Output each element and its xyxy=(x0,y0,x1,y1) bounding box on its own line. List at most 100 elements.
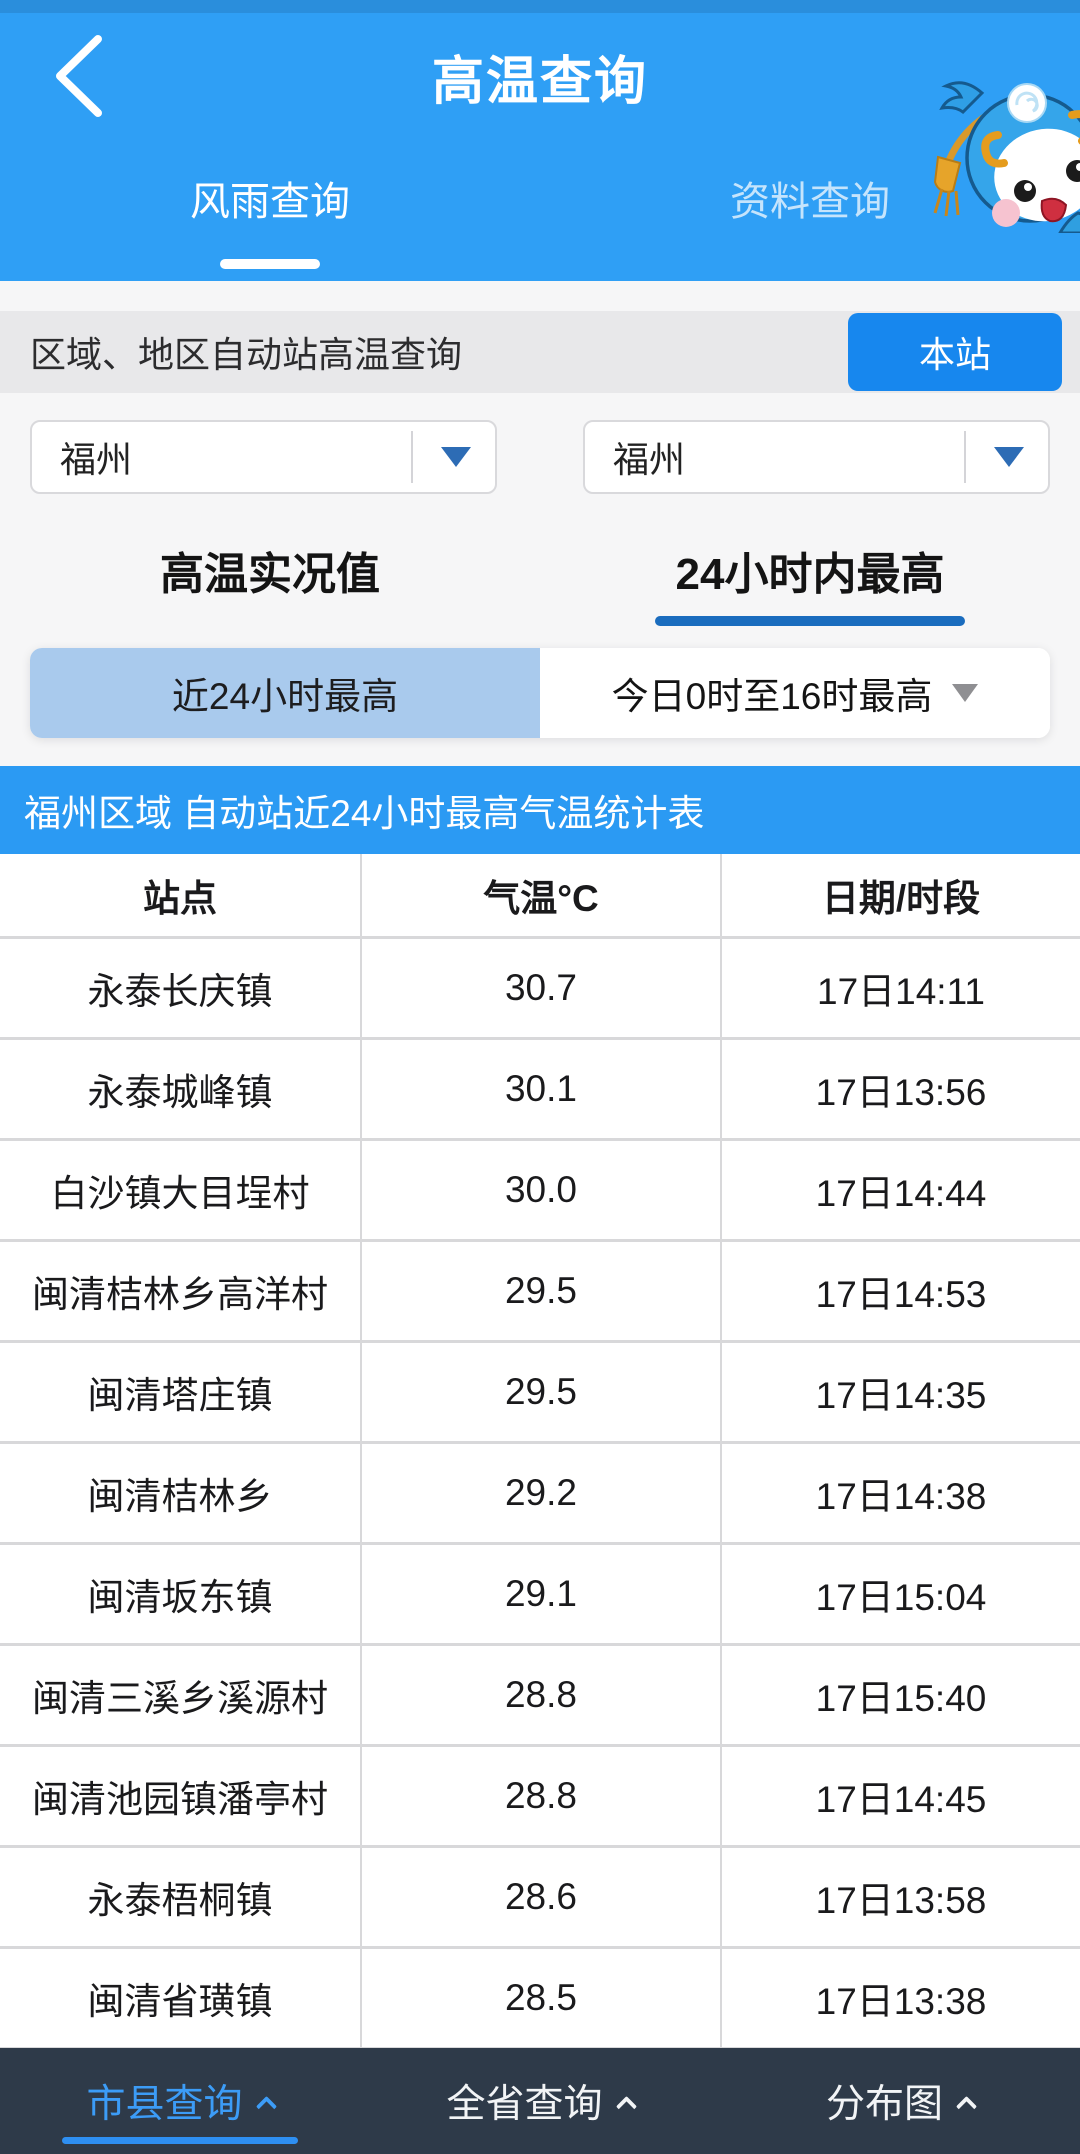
date-time: 17日15:40 xyxy=(720,1646,1080,1744)
query-section-bar: 区域、地区自动站高温查询 本站 xyxy=(0,311,1080,393)
station-name: 闽清塔庄镇 xyxy=(87,1375,273,1416)
temperature-value: 28.8 xyxy=(360,1747,720,1845)
date-time: 17日13:56 xyxy=(720,1040,1080,1138)
active-tab-underline xyxy=(220,259,320,269)
temperature-value: 29.5 xyxy=(360,1343,720,1441)
nav-item-province-query[interactable]: 全省查询 xyxy=(360,2048,720,2154)
tab-label: 风雨查询 xyxy=(190,180,350,224)
temperature-value: 30.1 xyxy=(360,1040,720,1138)
tab-wind-rain-query[interactable]: 风雨查询 xyxy=(0,151,540,281)
segment-label: 今日0时至16时最高 xyxy=(611,676,933,717)
station-name: 永泰城峰镇 xyxy=(87,1072,273,1113)
tab-data-query[interactable]: 资料查询 xyxy=(540,151,1080,281)
table-row: 永泰城峰镇 30.1 17日13:56 xyxy=(0,1040,1080,1141)
nav-label: 分布图 xyxy=(825,2083,943,2126)
table-title-banner: 福州区域 自动站近24小时最高气温统计表 xyxy=(0,766,1080,854)
local-station-button[interactable]: 本站 xyxy=(848,313,1062,391)
top-tab-bar: 风雨查询 资料查询 xyxy=(0,151,1080,281)
date-time: 17日14:44 xyxy=(720,1141,1080,1239)
station-name: 闽清三溪乡溪源村 xyxy=(32,1678,328,1719)
station-name: 永泰梧桐镇 xyxy=(87,1880,273,1921)
temperature-value: 28.8 xyxy=(360,1646,720,1744)
date-time: 17日14:11 xyxy=(720,939,1080,1037)
chevron-up-icon xyxy=(955,2095,978,2117)
temperature-value: 29.2 xyxy=(360,1444,720,1542)
station-name: 闽清坂东镇 xyxy=(87,1577,273,1618)
table-body: 永泰长庆镇 30.7 17日14:11 永泰城峰镇 30.1 17日13:56 … xyxy=(0,939,1080,2050)
mode-tab-bar: 高温实况值 24小时内最高 xyxy=(0,538,1080,626)
city-select[interactable]: 福州 xyxy=(30,420,497,494)
date-time: 17日13:38 xyxy=(720,1949,1080,2047)
table-row: 闽清桔林乡 29.2 17日14:38 xyxy=(0,1444,1080,1545)
app-header: 高温查询 xyxy=(0,0,1080,281)
chevron-left-icon xyxy=(56,35,102,117)
table-row: 闽清坂东镇 29.1 17日15:04 xyxy=(0,1545,1080,1646)
page-title: 高温查询 xyxy=(431,53,648,111)
table-row: 闽清省璜镇 28.5 17日13:38 xyxy=(0,1949,1080,2050)
time-range-toggle: 近24小时最高 今日0时至16时最高 xyxy=(30,648,1050,738)
nav-item-city-county-query[interactable]: 市县查询 xyxy=(0,2048,360,2154)
triangle-down-icon xyxy=(952,684,979,702)
mode-tab-label: 高温实况值 xyxy=(160,550,380,599)
table-row: 闽清桔林乡高洋村 29.5 17日14:53 xyxy=(0,1242,1080,1343)
table-row: 永泰梧桐镇 28.6 17日13:58 xyxy=(0,1848,1080,1949)
date-time: 17日15:04 xyxy=(720,1545,1080,1643)
station-name: 闽清省璜镇 xyxy=(87,1981,273,2022)
select-divider xyxy=(411,431,413,483)
nav-label: 全省查询 xyxy=(446,2083,603,2126)
query-section-title: 区域、地区自动站高温查询 xyxy=(30,334,463,375)
today-range-dropdown[interactable]: 今日0时至16时最高 xyxy=(540,648,1050,738)
triangle-down-icon xyxy=(441,447,471,467)
station-name: 闽清池园镇潘亭村 xyxy=(32,1779,328,1820)
district-select[interactable]: 福州 xyxy=(583,420,1050,494)
temperature-value: 28.5 xyxy=(360,1949,720,2047)
table-title: 福州区域 自动站近24小时最高气温统计表 xyxy=(24,793,705,834)
temperature-value: 29.1 xyxy=(360,1545,720,1643)
tab-24h-max[interactable]: 24小时内最高 xyxy=(540,538,1080,626)
temperature-value: 28.6 xyxy=(360,1848,720,1946)
bottom-nav: 市县查询 全省查询 分布图 xyxy=(0,2048,1080,2154)
temperature-value: 30.0 xyxy=(360,1141,720,1239)
temperature-value: 30.7 xyxy=(360,939,720,1037)
back-button[interactable] xyxy=(42,31,122,121)
district-select-value: 福州 xyxy=(613,439,686,480)
query-controls-section: 区域、地区自动站高温查询 本站 福州 福州 高温实况值 24小时内最高 xyxy=(0,281,1080,766)
header-temperature: 气温°C xyxy=(360,854,720,936)
temperature-table: 站点 气温°C 日期/时段 永泰长庆镇 30.7 17日14:11 永泰城峰镇 … xyxy=(0,854,1080,2050)
station-name: 闽清桔林乡高洋村 xyxy=(32,1274,328,1315)
table-row: 闽清塔庄镇 29.5 17日14:35 xyxy=(0,1343,1080,1444)
table-row: 白沙镇大目埕村 30.0 17日14:44 xyxy=(0,1141,1080,1242)
active-nav-underline xyxy=(62,2137,298,2144)
segment-label: 近24小时最高 xyxy=(171,676,399,717)
temperature-value: 29.5 xyxy=(360,1242,720,1340)
selector-row: 福州 福州 xyxy=(0,420,1080,494)
tab-label: 资料查询 xyxy=(730,180,890,224)
date-time: 17日14:38 xyxy=(720,1444,1080,1542)
mode-tab-underline xyxy=(655,616,965,626)
tab-live-high-temp[interactable]: 高温实况值 xyxy=(0,538,540,626)
header-row: 高温查询 xyxy=(0,13,1080,233)
date-time: 17日13:58 xyxy=(720,1848,1080,1946)
table-header-row: 站点 气温°C 日期/时段 xyxy=(0,854,1080,939)
table-row: 闽清池园镇潘亭村 28.8 17日14:45 xyxy=(0,1747,1080,1848)
nav-item-distribution-map[interactable]: 分布图 xyxy=(720,2048,1080,2154)
date-time: 17日14:45 xyxy=(720,1747,1080,1845)
nav-label: 市县查询 xyxy=(86,2083,243,2126)
station-name: 闽清桔林乡 xyxy=(87,1476,273,1517)
station-name: 白沙镇大目埕村 xyxy=(50,1173,310,1214)
mode-tab-label: 24小时内最高 xyxy=(675,550,945,599)
triangle-down-icon xyxy=(994,447,1024,467)
header-datetime: 日期/时段 xyxy=(720,854,1080,936)
select-divider xyxy=(964,431,966,483)
status-bar-strip xyxy=(0,0,1080,13)
city-select-value: 福州 xyxy=(60,439,133,480)
station-name: 永泰长庆镇 xyxy=(87,971,273,1012)
chevron-up-icon xyxy=(615,2095,637,2117)
table-row: 闽清三溪乡溪源村 28.8 17日15:40 xyxy=(0,1646,1080,1747)
date-time: 17日14:35 xyxy=(720,1343,1080,1441)
date-time: 17日14:53 xyxy=(720,1242,1080,1340)
table-row: 永泰长庆镇 30.7 17日14:11 xyxy=(0,939,1080,1040)
recent-24h-max-segment[interactable]: 近24小时最高 xyxy=(30,648,540,738)
chevron-up-icon xyxy=(255,2095,277,2117)
